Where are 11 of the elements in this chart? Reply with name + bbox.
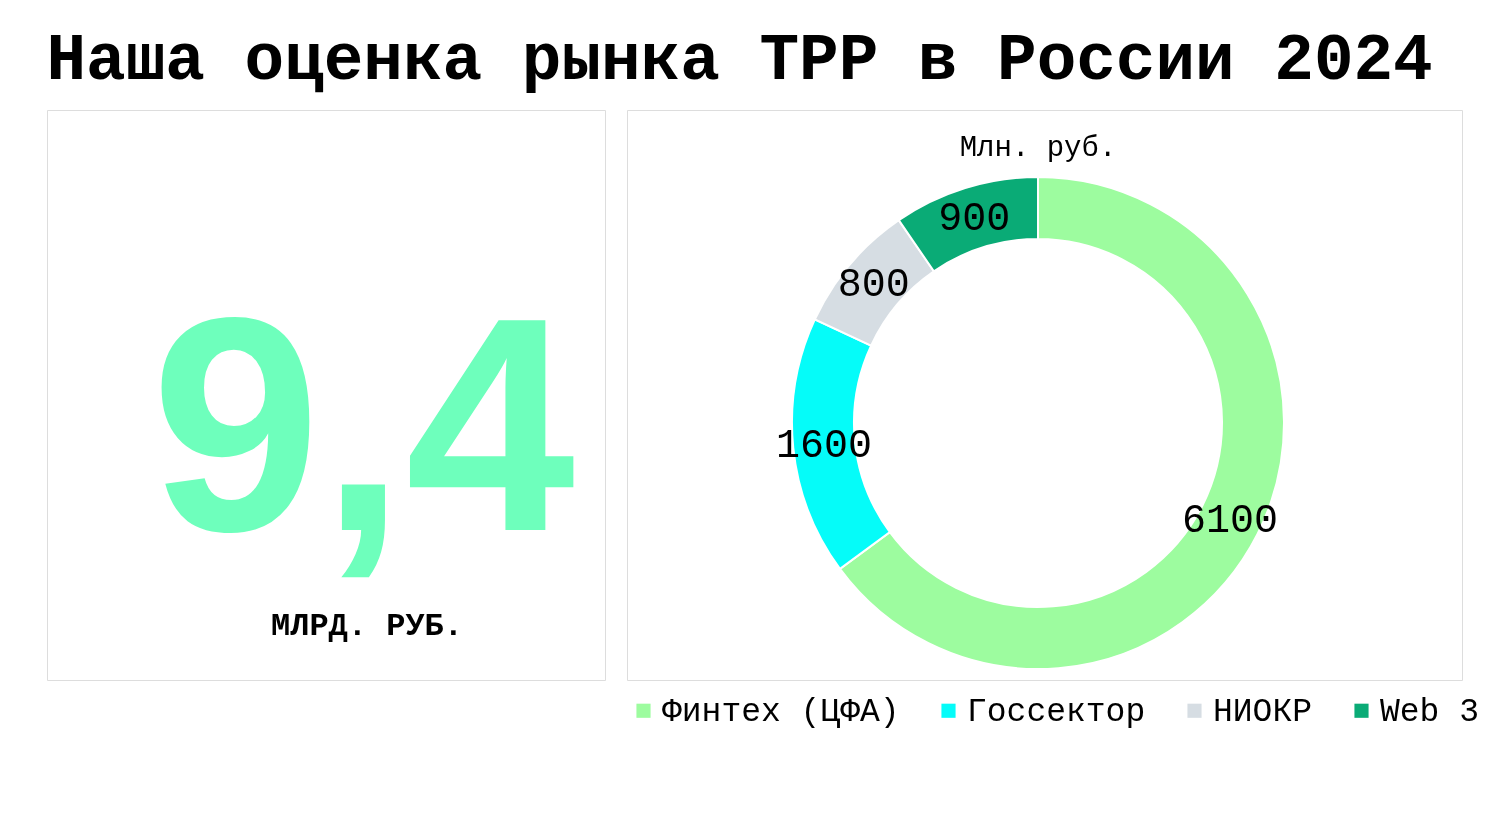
legend-label: Госсектор [967,693,1146,731]
data-label: 800 [837,263,910,309]
chart-title: Млн. руб. [959,132,1117,165]
legend-label: Финтех (ЦФА) [662,693,900,731]
legend-label: Web 3 [1380,693,1480,731]
text: МЛРД. РУБ. [270,608,464,645]
text: Наша оценка рынка ТРР в России 2024 [46,23,1433,99]
data-label: 900 [938,196,1011,242]
data-label: 6100 [1181,498,1278,544]
legend-label: НИОКР [1213,693,1313,731]
text: 9,4 [151,254,577,595]
